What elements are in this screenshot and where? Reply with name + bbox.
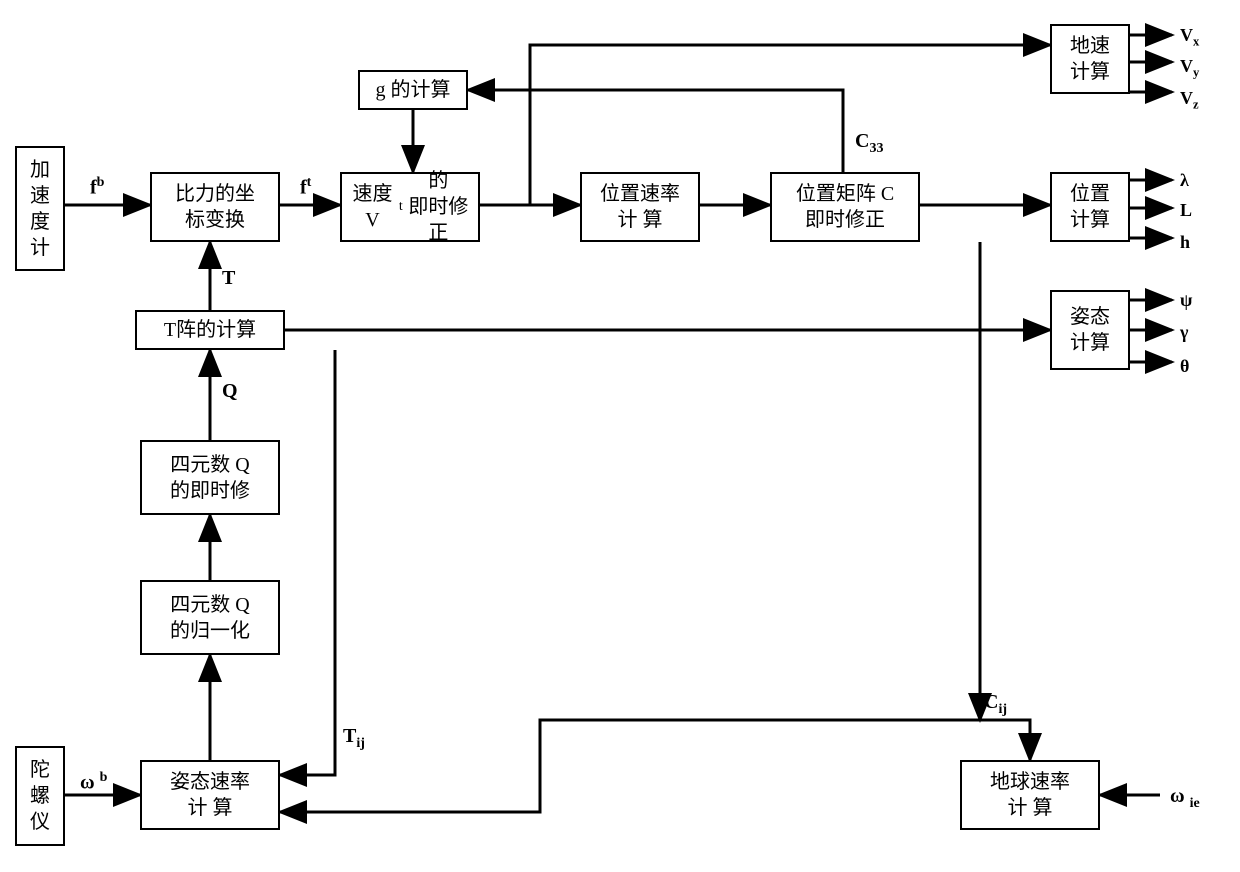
box-attitude_rate: 姿态速率计 算 [140, 760, 280, 830]
box-earth_rate: 地球速率计 算 [960, 760, 1100, 830]
label-omega_b: ω b [80, 770, 107, 795]
label-L: L [1180, 200, 1192, 221]
label-theta: θ [1180, 356, 1189, 377]
box-g_calc: g 的计算 [358, 70, 468, 110]
box-gyro: 陀螺仪 [15, 746, 65, 846]
label-h: h [1180, 232, 1190, 253]
label-psi: ψ [1180, 290, 1192, 311]
label-T_ij: Tij [343, 725, 365, 752]
label-gamma: γ [1180, 322, 1188, 343]
label-omega_ie: ω ie [1170, 785, 1200, 812]
box-coord_transform: 比力的坐标变换 [150, 172, 280, 242]
box-pos_calc: 位置计算 [1050, 172, 1130, 242]
box-attitude_calc: 姿态计算 [1050, 290, 1130, 370]
label-f_b: fb [90, 175, 104, 200]
box-ground_speed: 地速计算 [1050, 24, 1130, 94]
label-Vy: Vy [1180, 56, 1199, 81]
box-pos_matrix: 位置矩阵 C即时修正 [770, 172, 920, 242]
box-t_matrix: T阵的计算 [135, 310, 285, 350]
arrow-layer [0, 0, 1240, 872]
label-Q_up: Q [222, 380, 238, 403]
label-Vx: Vx [1180, 25, 1199, 50]
box-quat_normalize: 四元数 Q的归一化 [140, 580, 280, 655]
label-C_33: C33 [855, 130, 883, 157]
label-lambda: λ [1180, 170, 1189, 191]
box-velocity_correct: 速度 Vt的即时修正 [340, 172, 480, 242]
label-f_t: ft [300, 175, 311, 200]
box-pos_rate: 位置速率计 算 [580, 172, 700, 242]
label-Vz: Vz [1180, 88, 1199, 113]
label-T_up: T [222, 267, 235, 290]
box-accel: 加速度计 [15, 146, 65, 271]
box-quat_correct: 四元数 Q的即时修 [140, 440, 280, 515]
label-C_ij: Cij [984, 691, 1007, 718]
